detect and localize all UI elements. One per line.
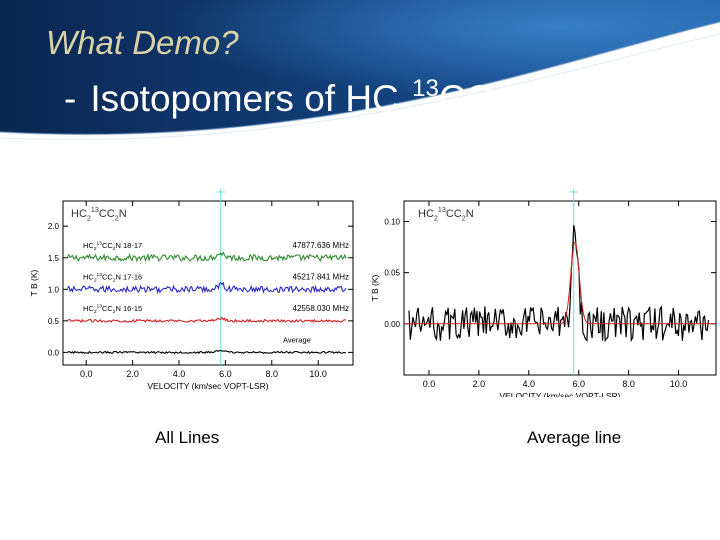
- left-figure: 0.0 2.0 4.0 6.0 8.0 10.0 0.0 0.5 1.0 1.5 2.0 VELOCI…: [5, 187, 362, 397]
- title-suffix: N: [505, 78, 533, 119]
- x-tick-label: 0.0: [423, 379, 436, 389]
- series-line-0: [67, 251, 347, 263]
- x-tick-label: 8.0: [266, 369, 279, 379]
- y-tick-label: 0.0: [48, 348, 60, 357]
- x-axis-label: VELOCITY (km/sec VOPT-LSR): [147, 381, 268, 391]
- y-tick-label: 0.10: [384, 217, 400, 226]
- series-line-1: [67, 281, 347, 295]
- series-frequency-2: 42558.030 MHz: [293, 304, 349, 313]
- right-figure: 0.0 2.0 4.0 6.0 8.0 10.0 0.00 0.05 0.10 VELOCITY …: [362, 187, 720, 401]
- title-superscript: 13: [412, 75, 439, 102]
- x-tick-label: 2.0: [473, 379, 486, 389]
- caption-all-lines: All Lines: [155, 428, 220, 447]
- model-series-line: [404, 241, 716, 325]
- slide-title: - Isotopomers of HC213CC2N: [64, 75, 532, 127]
- slide-kicker: What Demo?: [46, 24, 239, 61]
- header-background: [0, 0, 720, 141]
- series-label-3: Average: [283, 335, 311, 344]
- series-label-1: HC213CC2N 17-16: [83, 272, 142, 284]
- title-prefix: Isotopomers of HC: [90, 78, 399, 119]
- all-lines-chart: 0.0 2.0 4.0 6.0 8.0 10.0 0.0 0.5 1.0 1.5 2.0 VELOCI…: [29, 189, 354, 391]
- title-middle: CC: [438, 78, 493, 119]
- x-axis-label: VELOCITY (km/sec VOPT-LSR): [499, 391, 620, 397]
- series-label-2: HC213CC2N 16-15: [83, 303, 142, 315]
- title-bullet: -: [64, 78, 77, 119]
- x-tick-label: 6.0: [572, 379, 585, 389]
- title-subscript-1: 2: [398, 99, 413, 126]
- average-line-chart: 0.0 2.0 4.0 6.0 8.0 10.0 0.00 0.05 0.10 VELOCITY …: [370, 189, 717, 401]
- x-tick-label: 10.0: [670, 379, 688, 389]
- x-tick-label: 4.0: [523, 379, 536, 389]
- series-line-2: [67, 316, 347, 323]
- series-label-0: HC213CC2N 18-17: [83, 240, 142, 252]
- y-tick-label: 2.0: [48, 222, 60, 231]
- plot-frame: [403, 200, 717, 376]
- plot-frame: [62, 200, 354, 366]
- y-tick-label: 0.5: [48, 317, 60, 326]
- caption-average-line: Average line: [527, 428, 622, 447]
- title-subscript-2: 2: [492, 99, 506, 126]
- x-tick-label: 4.0: [173, 369, 186, 379]
- x-tick-label: 6.0: [219, 369, 232, 379]
- y-axis-label: T B (K): [29, 269, 39, 296]
- x-tick-label: 10.0: [309, 369, 327, 379]
- x-tick-label: 8.0: [622, 379, 635, 389]
- slide-header: What Demo? - Isotopomers of HC213CC2N: [0, 0, 720, 150]
- y-axis-label: T B (K): [370, 274, 380, 301]
- chart-title-right: HC213CC2N: [418, 206, 474, 222]
- series-line-3: [67, 349, 347, 355]
- x-tick-label: 0.0: [80, 369, 93, 379]
- y-tick-label: 0.05: [384, 269, 400, 278]
- x-tick-label: 2.0: [126, 369, 139, 379]
- y-tick-label: 0.00: [384, 320, 400, 329]
- chart-title-left: HC213CC2N: [71, 206, 127, 222]
- y-tick-label: 1.0: [48, 285, 60, 294]
- average-series-line: [408, 225, 710, 343]
- series-frequency-1: 45217.841 MHz: [293, 272, 349, 281]
- series-frequency-0: 47877.636 MHz: [293, 241, 349, 250]
- y-tick-label: 1.5: [48, 254, 60, 263]
